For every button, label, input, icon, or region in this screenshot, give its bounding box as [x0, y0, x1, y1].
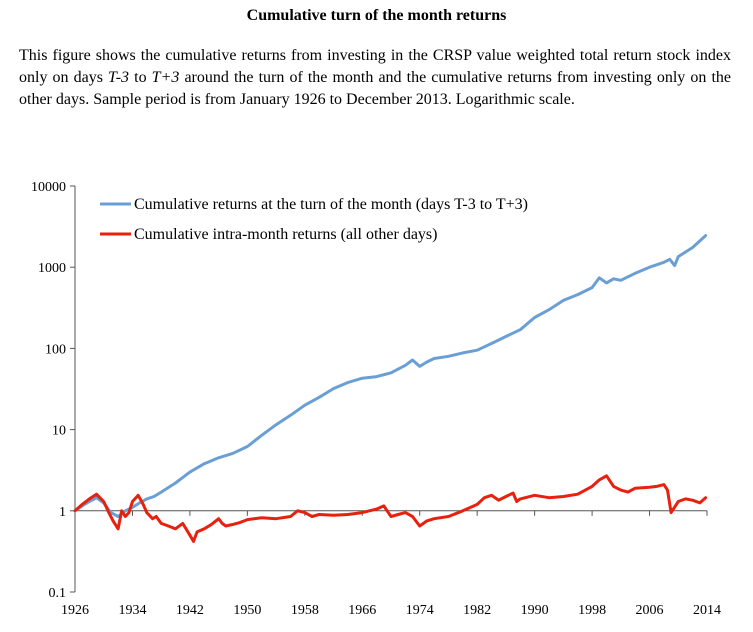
y-tick-label: 10000: [31, 180, 66, 195]
x-tick-label: 1990: [521, 603, 549, 618]
x-tick-label: 1998: [578, 603, 606, 618]
figure-caption: This figure shows the cumulative returns…: [19, 45, 731, 111]
y-tick-label: 1: [59, 505, 66, 520]
x-tick-label: 1974: [406, 603, 434, 618]
series-line-2: [73, 474, 708, 543]
series-line-1: [73, 234, 708, 518]
x-tick-label: 1934: [118, 603, 146, 618]
x-tick-label: 1966: [348, 603, 376, 618]
caption-text-1: This figure shows the cumulative returns…: [19, 47, 731, 86]
caption-text-2: to: [129, 69, 152, 86]
caption-text-3: around the turn of the month and the cum…: [19, 69, 731, 108]
x-tick-label: 1926: [61, 603, 89, 618]
y-tick-label: 0.1: [49, 586, 67, 601]
x-tick-label: 1950: [233, 603, 261, 618]
legend-label-1: Cumulative returns at the turn of the mo…: [134, 196, 528, 213]
x-tick-label: 1982: [463, 603, 491, 618]
chart-legend: Cumulative returns at the turn of the mo…: [100, 196, 528, 243]
x-tick-label: 2006: [636, 603, 664, 618]
chart-lines: [73, 234, 708, 543]
y-tick-label: 1000: [38, 261, 66, 276]
x-tick-label: 1958: [291, 603, 319, 618]
chart-axes: 0.1 1 10 100 1000 10000 1926 1934 1942 1950 1958 19…: [31, 180, 721, 618]
legend-label-2: Cumulative intra-month returns (all othe…: [134, 226, 437, 243]
x-tick-label: 1942: [176, 603, 204, 618]
caption-emphasis-2: T+3: [151, 69, 180, 86]
y-tick-label: 10: [52, 424, 66, 439]
figure-title: Cumulative turn of the month returns: [246, 7, 507, 24]
y-tick-label: 100: [45, 342, 66, 357]
x-tick-label: 2014: [693, 603, 721, 618]
caption-emphasis-1: T-3: [108, 69, 130, 86]
